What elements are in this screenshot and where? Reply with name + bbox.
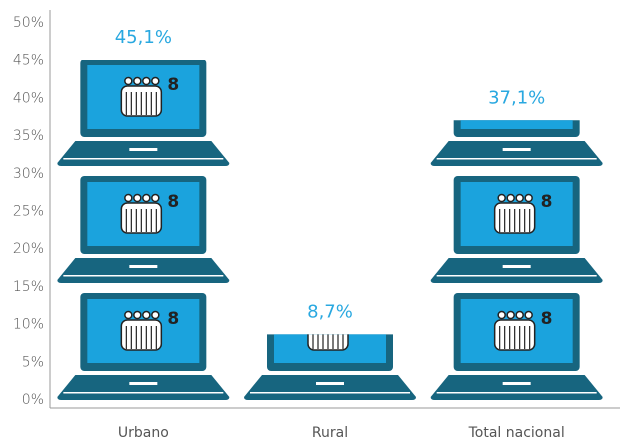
laptop-base	[57, 258, 230, 283]
icon-text: 8	[167, 75, 179, 95]
person-head	[124, 193, 133, 203]
laptop-keyline	[436, 275, 597, 277]
laptop-trackpad	[502, 148, 531, 151]
laptop-base	[430, 258, 603, 283]
y-tick-label: 45%	[13, 53, 44, 69]
laptop-keyline	[436, 392, 597, 394]
person-head	[142, 310, 151, 320]
y-tick-label: 35%	[13, 128, 44, 144]
person-head	[515, 193, 524, 203]
laptop-icon: 8	[430, 176, 603, 283]
pictograph-bar: 8 8 8	[57, 59, 230, 400]
person-head	[516, 78, 523, 85]
y-tick-label: 15%	[13, 279, 44, 295]
pictograph-bar: 8	[244, 309, 416, 400]
person-head	[515, 310, 524, 320]
person-head	[506, 310, 515, 320]
value-label: 37,1%	[488, 87, 545, 108]
laptop-base	[57, 375, 230, 400]
laptop-trackpad	[316, 382, 344, 385]
x-tick-label: Total nacional	[468, 425, 565, 441]
laptop-icon: 8	[57, 59, 230, 166]
y-tick-label: 10%	[13, 317, 44, 333]
laptop-trackpad	[129, 148, 158, 151]
person-head	[497, 193, 506, 203]
person-head	[133, 310, 142, 320]
icon-text: 8	[167, 192, 179, 212]
laptop-keyline	[250, 392, 410, 394]
laptop-icon: 8	[57, 293, 230, 400]
laptop-screen	[460, 120, 573, 129]
y-tick-label: 0%	[22, 392, 44, 408]
laptop-trackpad	[129, 382, 158, 385]
person-head	[124, 310, 133, 320]
laptop-base	[430, 375, 603, 400]
icon-text: 8	[541, 309, 553, 329]
y-tick-label: 30%	[13, 166, 44, 182]
laptop-base	[430, 141, 603, 166]
person-head	[142, 193, 151, 203]
laptop-base	[57, 141, 230, 166]
person-head	[151, 193, 160, 203]
person-head	[524, 193, 533, 203]
y-tick-label: 50%	[13, 15, 44, 31]
x-tick-label: Urbano	[118, 425, 169, 441]
laptop-keyline	[63, 275, 224, 277]
laptop-icon: 8	[244, 309, 416, 400]
y-tick-label: 5%	[22, 354, 44, 370]
value-label: 45,1%	[115, 27, 172, 48]
person-head	[498, 78, 505, 85]
y-tick-label: 25%	[13, 204, 44, 220]
laptop-keyline	[436, 158, 597, 160]
person-head	[151, 310, 160, 320]
laptop-trackpad	[502, 265, 531, 268]
y-tick-label: 20%	[13, 241, 44, 257]
person-head	[506, 193, 515, 203]
person-head	[524, 310, 533, 320]
person-head	[133, 193, 142, 203]
person-head	[497, 310, 506, 320]
laptop-trackpad	[129, 265, 158, 268]
person-head	[142, 76, 151, 86]
laptop-base	[244, 375, 416, 400]
x-tick-label: Rural	[312, 425, 348, 441]
person-head	[507, 78, 514, 85]
value-label: 8,7%	[307, 301, 353, 322]
laptop-keyline	[63, 158, 224, 160]
laptop-icon: 8	[57, 176, 230, 283]
person-head	[151, 76, 160, 86]
pictograph-bar: 8 8 8	[430, 78, 603, 400]
icon-text: 8	[354, 309, 366, 329]
icon-text: 8	[167, 309, 179, 329]
y-tick-label: 40%	[13, 90, 44, 106]
icon-text: 8	[541, 192, 553, 212]
laptop-trackpad	[502, 382, 531, 385]
person-head	[124, 76, 133, 86]
laptop-icon: 8	[430, 293, 603, 400]
laptop-keyline	[63, 392, 224, 394]
person-head	[525, 78, 532, 85]
laptop-icon: 8	[430, 78, 603, 166]
person-head	[133, 76, 142, 86]
